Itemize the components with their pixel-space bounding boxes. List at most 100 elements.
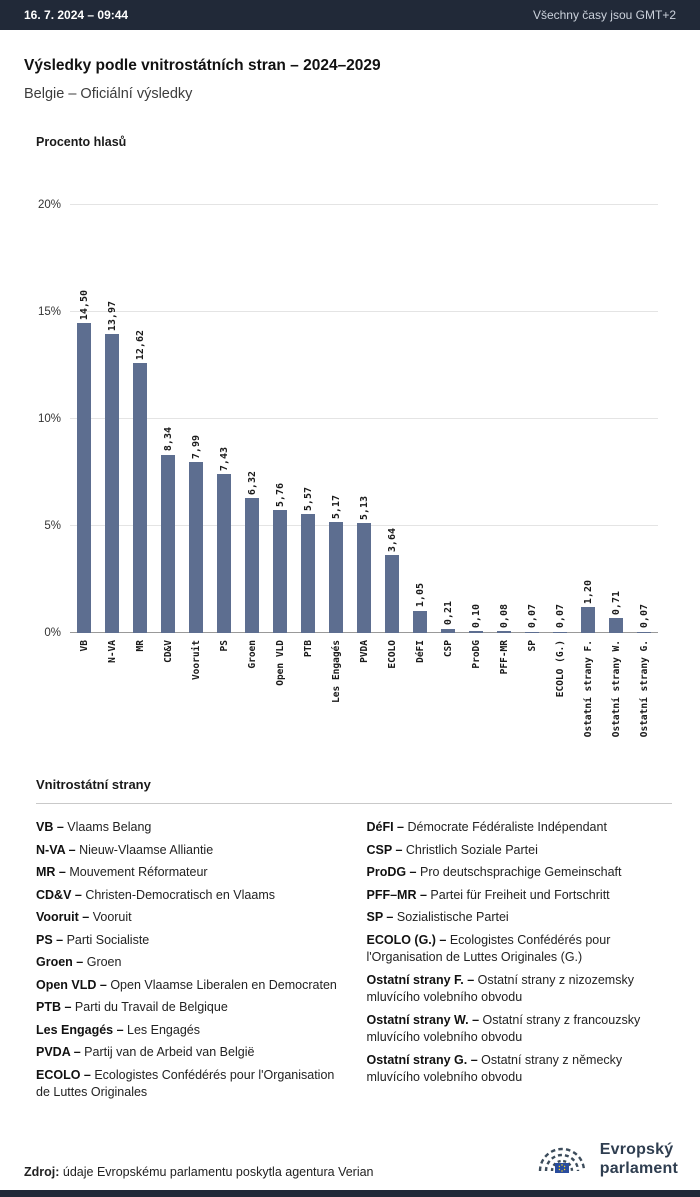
legend-abbr: VB – (36, 820, 68, 834)
gridline (70, 311, 658, 312)
legend-name: Mouvement Réformateur (69, 865, 208, 879)
bar (469, 630, 483, 633)
bar-value-label: 0,21 (442, 601, 454, 626)
x-axis-label-text: CSP (442, 640, 454, 658)
bar-value-label: 0,07 (526, 604, 538, 629)
legend-name: Christlich Soziale Partei (405, 842, 538, 857)
bar-value-label: 8,34 (162, 427, 174, 452)
bar-column: 0,07 (630, 205, 658, 633)
bar-column: 1,20 (574, 205, 602, 633)
legend-item: DéFI – Démocrate Fédéraliste Indépendant (367, 819, 676, 837)
gridline (70, 204, 658, 205)
x-axis-label: ProDG (462, 633, 490, 755)
legend-item: ECOLO – Ecologistes Confédérés pour l'Or… (36, 1067, 345, 1102)
bar-column: 14,50 (70, 205, 98, 633)
bar-column: 0,10 (462, 205, 490, 633)
bar-column: 0,08 (490, 205, 518, 633)
x-axis-label-text: ECOLO (386, 640, 398, 669)
x-axis-labels: VB N-VA MR CD&V Vooruit PS Groen Open VLD PTB Les… (70, 633, 658, 755)
bar-column: 8,34 (154, 205, 182, 633)
x-axis-label: PS (210, 633, 238, 755)
bar (301, 513, 315, 633)
bar (161, 454, 175, 633)
y-axis-tick-label: 5% (44, 520, 61, 532)
bar (245, 497, 259, 633)
bar-value-label: 0,10 (470, 603, 482, 628)
x-axis-label-text: DéFI (414, 640, 426, 663)
legend-name: Ostatní strany z německy mluvícího voleb… (366, 1052, 623, 1085)
bar-value-label: 14,50 (78, 289, 90, 320)
x-axis-label-text: Ostatní strany F. (582, 640, 594, 738)
legend-abbr: ECOLO (G.) – (366, 932, 450, 947)
x-axis-label-text: Les Engagés (330, 640, 342, 703)
legend-item: VB – Vlaams Belang (36, 819, 345, 837)
legend-divider (36, 803, 672, 804)
bar (105, 334, 119, 633)
x-axis-label-text: MR (134, 640, 146, 652)
source-label: Zdroj: (24, 1165, 60, 1179)
bar-column: 5,76 (266, 205, 294, 633)
legend-item: CSP – Christlich Soziale Partei (367, 842, 676, 860)
ep-logo-text: Evropský parlament (600, 1141, 678, 1179)
page-title: Výsledky podle vnitrostátních stran – 20… (24, 57, 381, 74)
legend-abbr: DéFI – (366, 820, 408, 834)
legend-column-left: VB – Vlaams Belang N-VA – Nieuw-Vlaamse A… (36, 819, 345, 1107)
legend-item: Les Engagés – Les Engagés (36, 1022, 345, 1040)
legend-abbr: ECOLO – (36, 1067, 95, 1082)
x-axis-label-text: Vooruit (190, 640, 202, 681)
legend-abbr: Groen – (36, 955, 87, 969)
legend-item: PVDA – Partij van de Arbeid van België (36, 1044, 345, 1062)
legend-item: Ostatní strany G. – Ostatní strany z něm… (367, 1052, 676, 1087)
bars: 14,50 13,97 12,62 8,34 7,99 7,43 6,32 5,76 5,57 5… (70, 205, 658, 633)
x-axis-label: N-VA (98, 633, 126, 755)
legend-name: Vooruit (92, 910, 132, 924)
x-axis-label-text: ProDG (470, 640, 482, 669)
bar-column: 6,32 (238, 205, 266, 633)
legend-column-right: DéFI – Démocrate Fédéraliste Indépendant… (367, 819, 676, 1107)
ep-logo-text-line2: parlament (599, 1159, 678, 1177)
bar (497, 631, 511, 633)
bar (413, 610, 427, 633)
bar-value-label: 1,20 (582, 580, 594, 605)
legend-item: CD&V – Christen-Democratisch en Vlaams (36, 887, 345, 905)
bar-value-label: 0,71 (610, 590, 622, 615)
legend-name: Pro deutschsprachige Gemeinschaft (420, 865, 622, 879)
legend-name: Vlaams Belang (67, 820, 152, 834)
x-axis-label: Ostatní strany F. (574, 633, 602, 755)
legend-abbr: Open VLD – (36, 977, 111, 992)
legend-item: SP – Sozialistische Partei (367, 909, 676, 927)
legend-abbr: Ostatní strany G. – (366, 1052, 482, 1067)
legend-name: Nieuw-Vlaamse Alliantie (79, 842, 214, 857)
legend-item: PTB – Parti du Travail de Belgique (36, 999, 345, 1017)
legend-item: Open VLD – Open Vlaamse Liberalen en Dem… (36, 977, 345, 995)
legend-item: MR – Mouvement Réformateur (36, 864, 345, 882)
x-axis-label: SP (518, 633, 546, 755)
x-axis-label: ECOLO (G.) (546, 633, 574, 755)
legend-name: Ostatní strany z nizozemsky mluvícího vo… (366, 972, 634, 1005)
x-axis-label: MR (126, 633, 154, 755)
x-axis-label-text: PVDA (358, 640, 370, 663)
bar-value-label: 5,57 (302, 486, 314, 511)
bar (77, 322, 91, 633)
chart-title: Procento hlasů (36, 135, 127, 149)
legend-name: Parti du Travail de Belgique (74, 1000, 228, 1014)
legend-item: PS – Parti Socialiste (36, 932, 345, 950)
legend-item: ProDG – Pro deutschsprachige Gemeinschaf… (367, 864, 676, 882)
page-subtitle: Belgie – Oficiální výsledky (24, 86, 193, 102)
bar-column: 7,43 (210, 205, 238, 633)
x-axis-label: DéFI (406, 633, 434, 755)
header-timezone-note: Všechny časy jsou GMT+2 (532, 8, 676, 22)
bar-column: 5,13 (350, 205, 378, 633)
bar-column: 13,97 (98, 205, 126, 633)
gridline (70, 418, 658, 419)
bar-column: 7,99 (182, 205, 210, 633)
bar-value-label: 3,64 (386, 528, 398, 553)
x-axis-label: CD&V (154, 633, 182, 755)
bar-column: 0,07 (518, 205, 546, 633)
bar-column: 5,57 (294, 205, 322, 633)
legend-name: Open Vlaamse Liberalen en Democraten (110, 977, 337, 992)
bar-value-label: 0,07 (638, 604, 650, 629)
legend-abbr: SP – (366, 910, 397, 924)
x-axis-label-text: N-VA (106, 640, 118, 663)
